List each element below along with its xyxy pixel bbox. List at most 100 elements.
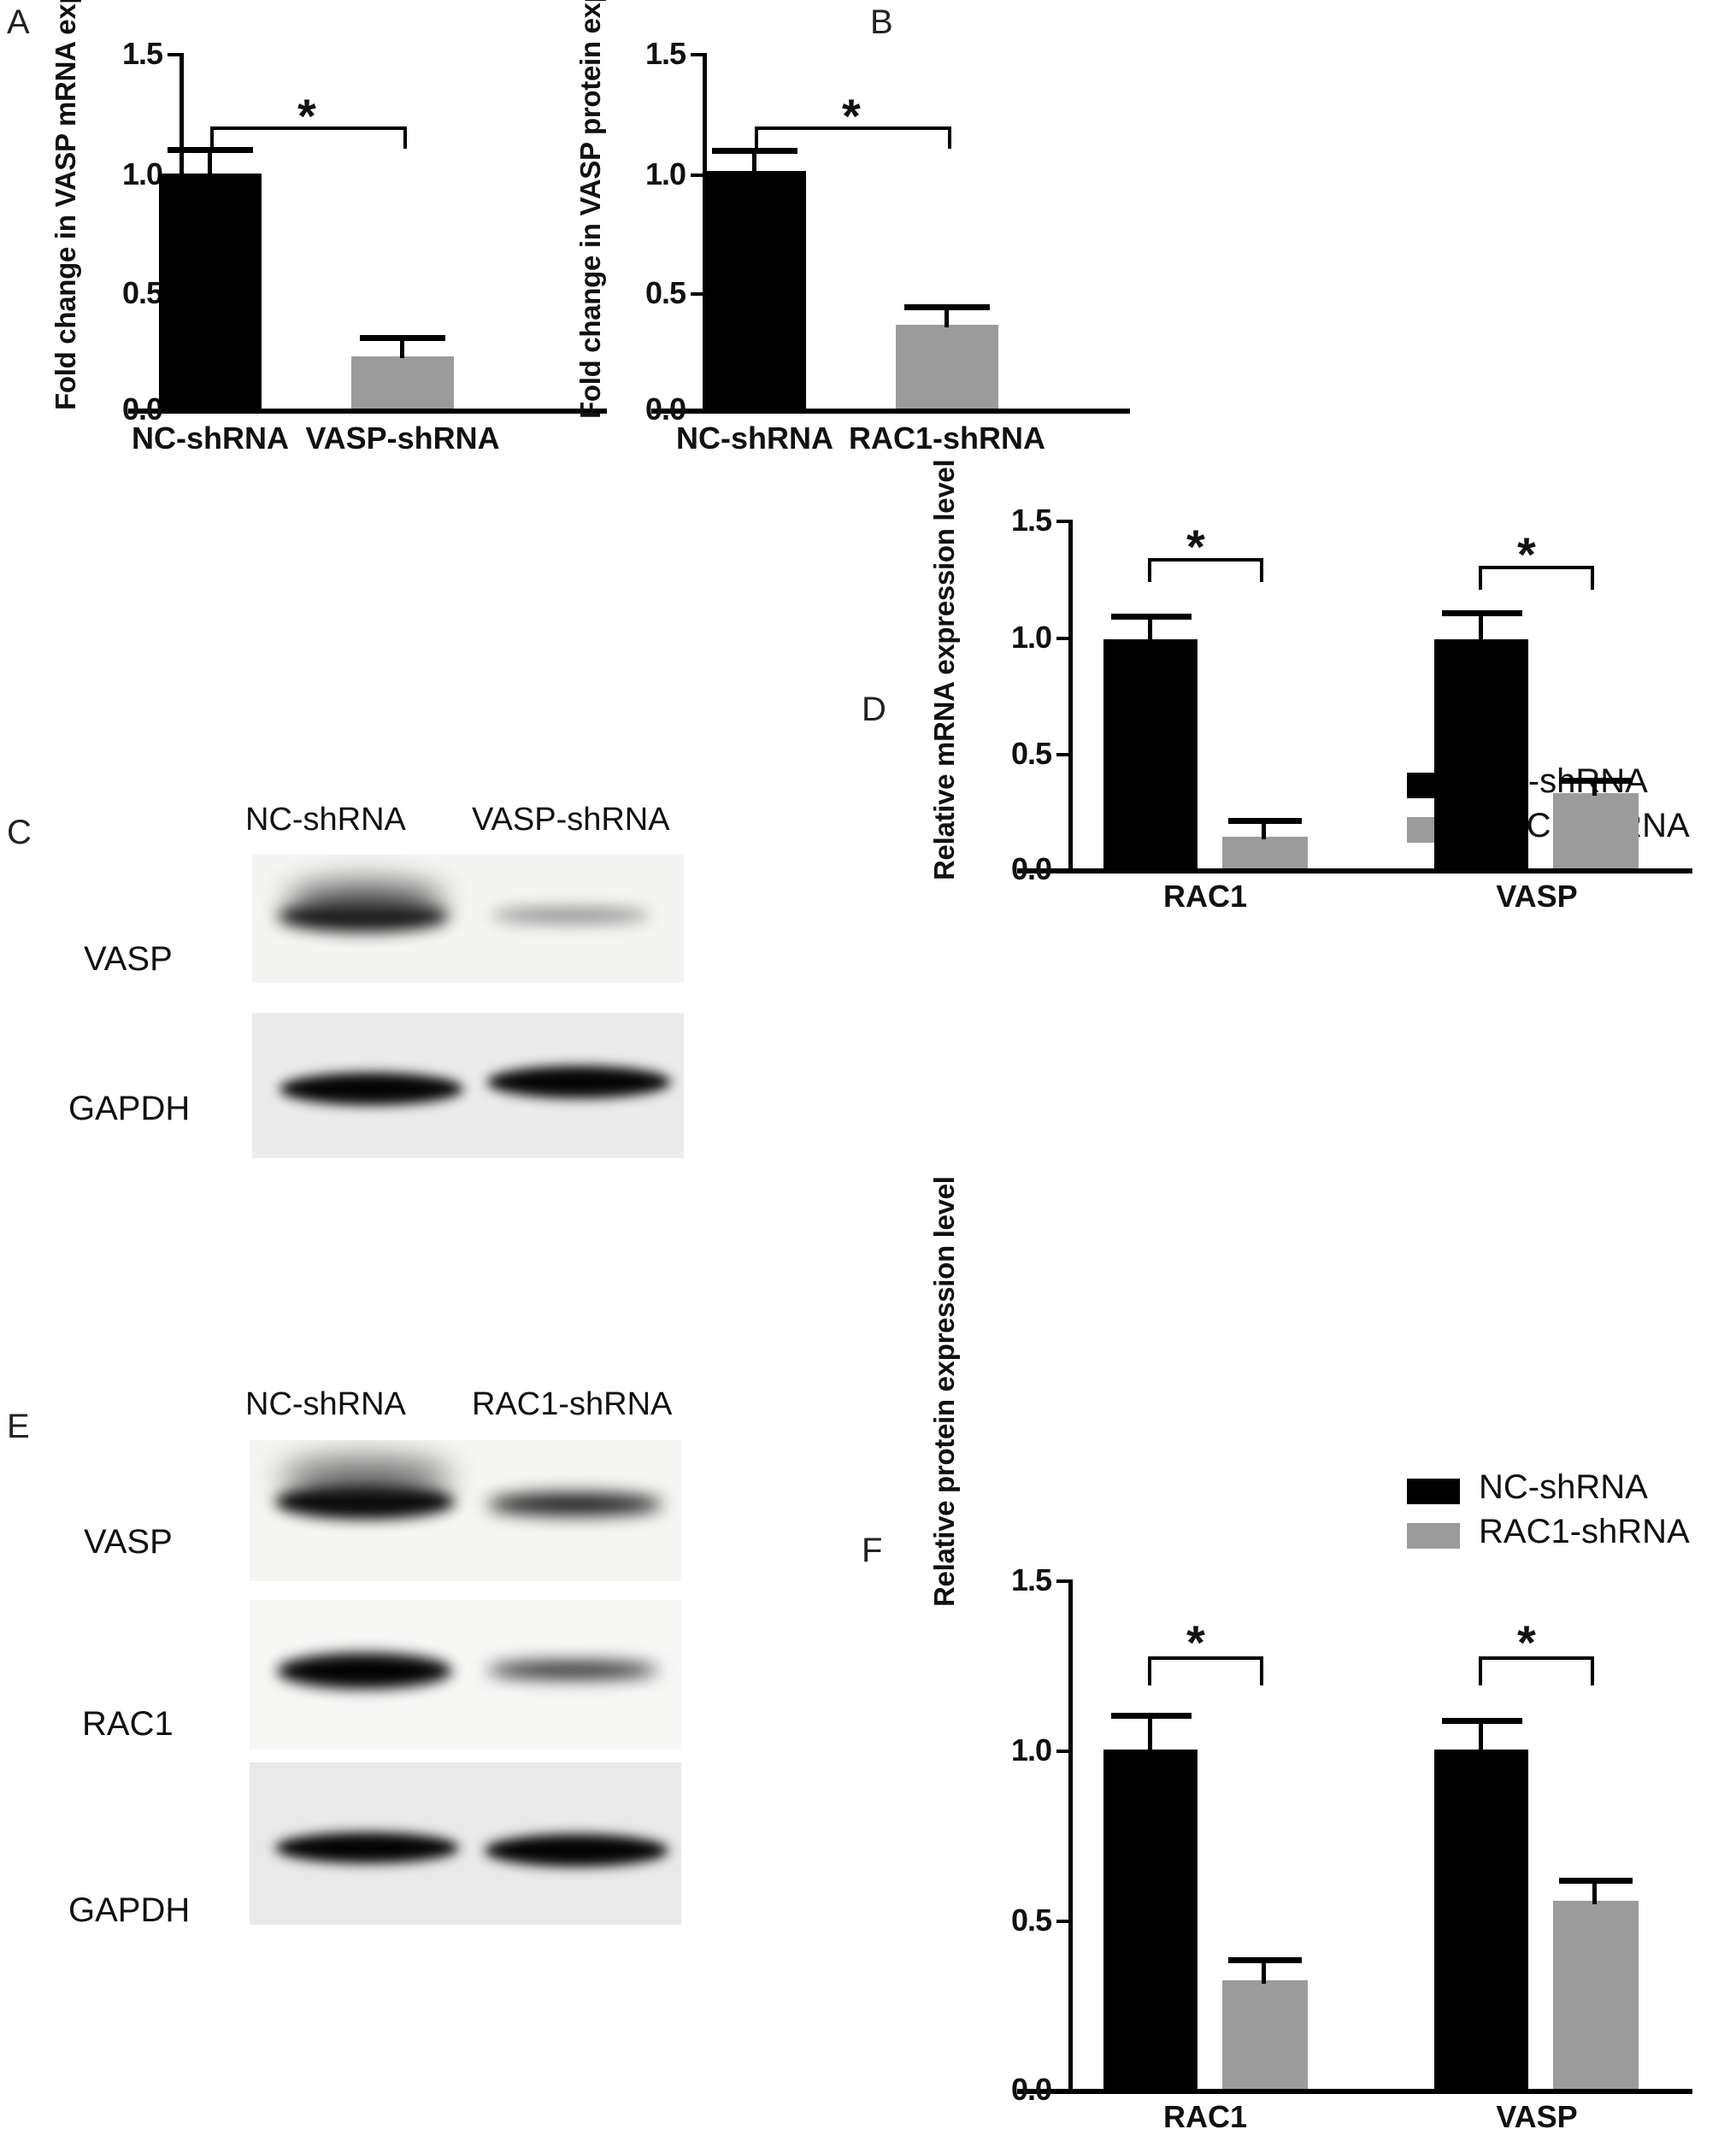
panel-c-blot-vasp <box>252 855 684 983</box>
panel-f-errbar-rac1-kd-stem <box>1262 1960 1266 1984</box>
panel-f-legend-row-nc: NC-shRNA <box>1407 1468 1715 1513</box>
panel-d-tick-0_0 <box>1056 868 1070 872</box>
panel-b-tick-0_5 <box>691 292 704 296</box>
panel-d-ticklabel-0_0: 0.0 <box>1010 851 1052 886</box>
panel-b-tick-1_5 <box>691 53 704 56</box>
panel-e-row-label-rac1: RAC1 <box>82 1705 174 1743</box>
panel-e-lane-label-2: RAC1-shRNA <box>472 1386 673 1422</box>
panel-b-label: B <box>870 3 893 41</box>
panel-f-significance-bracket-rac1 <box>1148 1656 1263 1697</box>
band-e-vasp-nc-halo <box>280 1459 451 1497</box>
band-vasp-nc-halo <box>286 880 444 919</box>
panel-f-legend-label-rac1: RAC1-shRNA <box>1479 1513 1690 1550</box>
panel-b-xlabel-nc-shrna: NC-shRNA <box>676 421 833 456</box>
panel-d-bar-rac1-kd <box>1222 837 1308 868</box>
panel-a-tick-0_0 <box>168 409 181 412</box>
panel-d-x-axis <box>1017 868 1692 873</box>
panel-d-tick-1_5 <box>1056 520 1070 523</box>
panel-a-x-axis <box>128 409 607 414</box>
panel-a-y-axis-title: Fold change in VASP mRNA expression <box>50 0 81 410</box>
panel-f-xlabel-rac1: RAC1 <box>1162 2099 1247 2134</box>
panel-d-y-axis-title: Relative mRNA expression level <box>928 459 960 880</box>
panel-f-legend-swatch-nc <box>1407 1479 1460 1504</box>
panel-c-lane-label-2: VASP-shRNA <box>472 802 670 838</box>
panel-e-blot-rac1 <box>250 1600 681 1750</box>
panel-d-significance-star-rac1: * <box>1186 520 1205 573</box>
panel-f-errbar-vasp-nc-cap <box>1442 1718 1522 1724</box>
panel-b-errbar-nc-cap <box>712 148 797 154</box>
panel-e-blot-gapdh <box>250 1762 681 1925</box>
panel-f-y-axis <box>1068 1579 1073 2092</box>
panel-f-label: F <box>862 1532 883 1569</box>
panel-d-errbar-vasp-kd-stem <box>1592 780 1597 796</box>
panel-f-bar-rac1-kd <box>1222 1980 1308 2089</box>
panel-a-label: A <box>7 3 30 41</box>
band-vasp-kd <box>491 908 650 923</box>
panel-d-significance-bracket-rac1 <box>1148 558 1263 594</box>
panel-c-row-label-vasp: VASP <box>84 940 173 978</box>
panel-b-x-axis <box>651 409 1130 414</box>
panel-d-errbar-vasp-kd-cap <box>1559 778 1633 784</box>
band-gapdh-kd <box>487 1066 671 1098</box>
panel-f-ticklabel-1_5: 1.5 <box>1010 1562 1052 1597</box>
panel-d-tick-1_0 <box>1056 637 1070 640</box>
panel-b-tick-1_0 <box>691 174 704 177</box>
panel-b-ticklabel-1_0: 1.0 <box>644 156 686 191</box>
panel-a-significance-star: * <box>297 89 316 143</box>
panel-f-bar-vasp-kd <box>1553 1901 1639 2089</box>
panel-c-lane-label-1: NC-shRNA <box>245 802 406 838</box>
panel-a-xlabel-vasp-shrna: VASP-shRNA <box>305 421 500 456</box>
panel-b-ticklabel-0_0: 0.0 <box>644 391 686 426</box>
panel-a-errbar-nc-cap <box>168 147 253 153</box>
band-e-gapdh-kd <box>485 1834 668 1867</box>
panel-f-ticklabel-0_0: 0.0 <box>1010 2072 1052 2107</box>
panel-f-y-axis-title: Relative protein expression level <box>928 1176 960 1607</box>
panel-a-errbar-vasp-stem <box>400 338 404 358</box>
panel-d-tick-0_5 <box>1056 753 1070 756</box>
panel-f-errbar-vasp-nc-stem <box>1479 1720 1483 1753</box>
panel-f-legend: NC-shRNA RAC1-shRNA <box>1407 1468 1715 1557</box>
panel-a-errbar-vasp-cap <box>360 335 445 341</box>
panel-f-tick-0_0 <box>1056 2089 1070 2092</box>
band-e-vasp-kd <box>487 1493 662 1515</box>
panel-e-row-label-gapdh: GAPDH <box>68 1891 191 1929</box>
panel-b-significance-star: * <box>842 89 861 143</box>
panel-d-bar-vasp-kd <box>1553 793 1639 868</box>
panel-a-xlabel-nc-shrna: NC-shRNA <box>132 421 289 456</box>
panel-d-label: D <box>862 691 886 728</box>
panel-d-errbar-rac1-nc-cap <box>1111 614 1192 620</box>
panel-b-errbar-nc-stem <box>752 150 756 173</box>
panel-a-bar-vasp-shrna <box>351 356 454 409</box>
panel-b-tick-0_0 <box>691 409 704 412</box>
panel-d-significance-star-vasp: * <box>1517 527 1536 581</box>
panel-f-bar-rac1-nc <box>1103 1750 1198 2089</box>
panel-f-errbar-rac1-nc-cap <box>1111 1713 1192 1719</box>
panel-d-ticklabel-1_5: 1.5 <box>1010 503 1052 538</box>
panel-f-x-axis <box>1017 2089 1692 2094</box>
panel-d-xlabel-vasp: VASP <box>1496 879 1578 914</box>
panel-d-ticklabel-0_5: 0.5 <box>1010 736 1052 771</box>
panel-e-label: E <box>7 1408 30 1445</box>
panel-a-errbar-nc-stem <box>208 150 212 175</box>
band-e-gapdh-nc <box>275 1832 459 1863</box>
panel-a-bar-nc-shrna <box>159 174 262 409</box>
panel-f-bar-vasp-nc <box>1434 1750 1528 2089</box>
panel-e-blot-vasp <box>250 1440 681 1581</box>
panel-a-ticklabel-0_0: 0.0 <box>121 391 163 426</box>
panel-f-significance-bracket-vasp <box>1479 1656 1594 1697</box>
panel-b-y-axis-title: Fold change in VASP protein expression <box>574 0 606 419</box>
panel-a-significance-bracket <box>210 126 407 161</box>
panel-b-ticklabel-1_5: 1.5 <box>644 36 686 71</box>
panel-f-ticklabel-0_5: 0.5 <box>1010 1903 1052 1938</box>
band-e-rac1-nc <box>277 1653 452 1689</box>
panel-f-errbar-vasp-kd-stem <box>1592 1880 1597 1904</box>
panel-e-row-label-vasp: VASP <box>84 1523 173 1561</box>
panel-c-label: C <box>7 814 32 851</box>
panel-d-errbar-vasp-nc-cap <box>1442 610 1522 616</box>
panel-f-errbar-vasp-kd-cap <box>1559 1878 1633 1884</box>
panel-d-ticklabel-1_0: 1.0 <box>1010 620 1052 655</box>
panel-d-bar-vasp-nc <box>1434 639 1528 868</box>
panel-b-bar-nc-shrna <box>703 171 806 409</box>
panel-d-errbar-rac1-kd-stem <box>1262 820 1266 839</box>
panel-f-legend-row-rac1: RAC1-shRNA <box>1407 1513 1715 1557</box>
